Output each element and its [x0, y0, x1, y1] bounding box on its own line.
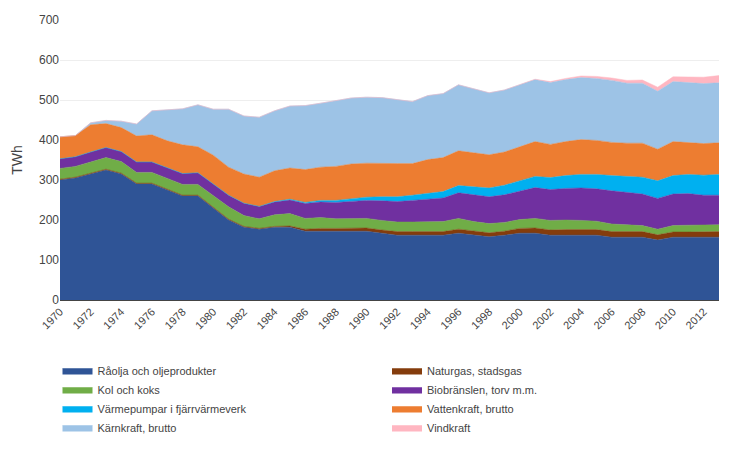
svg-text:1992: 1992	[377, 306, 403, 332]
svg-text:1976: 1976	[131, 306, 157, 332]
svg-text:700: 700	[39, 13, 59, 27]
svg-text:Vindkraft: Vindkraft	[427, 422, 470, 434]
svg-text:Råolja och oljeprodukter: Råolja och oljeprodukter	[98, 365, 217, 377]
svg-text:Kol och koks: Kol och koks	[98, 384, 161, 396]
svg-text:2010: 2010	[653, 306, 679, 332]
svg-text:1994: 1994	[407, 306, 433, 332]
svg-text:1988: 1988	[315, 306, 341, 332]
svg-text:0: 0	[52, 293, 59, 307]
svg-text:1998: 1998	[469, 306, 495, 332]
svg-text:TWh: TWh	[9, 145, 25, 175]
svg-text:Kärnkraft, brutto: Kärnkraft, brutto	[98, 422, 177, 434]
svg-text:1980: 1980	[193, 306, 219, 332]
svg-text:500: 500	[39, 93, 59, 107]
svg-text:1970: 1970	[40, 306, 66, 332]
svg-text:2006: 2006	[591, 306, 617, 332]
svg-text:200: 200	[39, 213, 59, 227]
svg-text:Biobränslen, torv m.m.: Biobränslen, torv m.m.	[427, 384, 537, 396]
svg-text:1972: 1972	[70, 306, 96, 332]
svg-text:2012: 2012	[683, 306, 709, 332]
svg-text:Naturgas, stadsgas: Naturgas, stadsgas	[427, 365, 522, 377]
svg-text:600: 600	[39, 53, 59, 67]
svg-text:2000: 2000	[499, 306, 525, 332]
svg-text:Värmepumpar i fjärrvärmeverk: Värmepumpar i fjärrvärmeverk	[98, 403, 247, 415]
svg-text:Vattenkraft, brutto: Vattenkraft, brutto	[427, 403, 514, 415]
svg-text:1984: 1984	[254, 306, 280, 332]
svg-text:1990: 1990	[346, 306, 372, 332]
svg-text:1974: 1974	[101, 306, 127, 332]
svg-text:1996: 1996	[438, 306, 464, 332]
svg-text:1986: 1986	[285, 306, 311, 332]
svg-text:2008: 2008	[622, 306, 648, 332]
svg-text:1978: 1978	[162, 306, 188, 332]
svg-text:300: 300	[39, 173, 59, 187]
svg-text:1982: 1982	[223, 306, 249, 332]
svg-text:2002: 2002	[530, 306, 556, 332]
svg-text:2004: 2004	[561, 306, 587, 332]
svg-text:400: 400	[39, 133, 59, 147]
svg-text:100: 100	[39, 253, 59, 267]
